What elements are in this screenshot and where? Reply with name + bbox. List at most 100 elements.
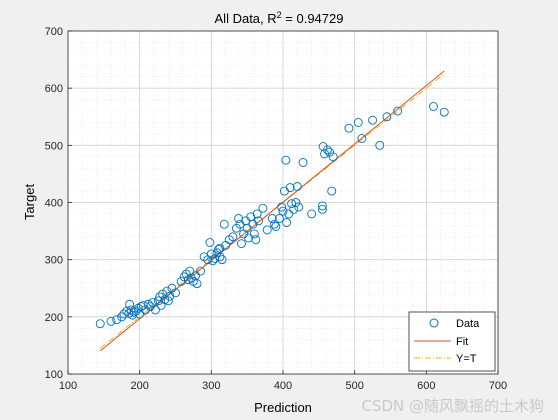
data-point	[281, 155, 291, 165]
x-axis-label: Prediction	[254, 400, 312, 415]
data-point	[228, 232, 238, 242]
data-point	[138, 300, 148, 310]
y-tick-label: 700	[45, 26, 63, 38]
legend: Data Fit Y=T	[408, 311, 496, 372]
data-point	[215, 243, 225, 253]
data-point	[429, 102, 438, 111]
title-superscript: 2	[277, 10, 282, 20]
data-point	[327, 186, 337, 196]
data-point	[291, 198, 301, 207]
data-point	[322, 145, 332, 155]
data-point	[298, 158, 308, 167]
data-point	[282, 218, 292, 227]
data-point	[106, 316, 116, 326]
data-point	[126, 305, 136, 315]
x-tick-label: 400	[274, 380, 292, 392]
data-point	[393, 106, 403, 116]
x-tick-label: 700	[489, 380, 507, 392]
data-point	[219, 219, 229, 229]
data-point	[285, 183, 295, 193]
data-point	[439, 107, 449, 117]
data-point	[254, 216, 264, 226]
y-tick-label: 300	[45, 255, 63, 267]
y-tick-label: 100	[45, 369, 63, 381]
data-point	[125, 299, 135, 309]
data-point	[262, 225, 272, 235]
x-tick-label: 200	[130, 380, 148, 392]
legend-yt-label: Y=T	[456, 353, 477, 365]
data-point	[171, 288, 180, 298]
data-point	[357, 134, 367, 143]
data-point	[353, 118, 363, 127]
data-point	[155, 292, 165, 302]
data-point	[210, 254, 220, 263]
grid	[68, 31, 498, 374]
data-point	[287, 199, 297, 209]
legend-data-marker	[429, 318, 439, 328]
data-point	[368, 115, 378, 125]
data-point	[236, 239, 246, 249]
data-point	[307, 209, 317, 219]
x-tick-label: 100	[59, 380, 77, 392]
data-point	[117, 312, 127, 322]
data-point	[183, 275, 193, 285]
y-tick-label: 500	[45, 140, 63, 152]
data-point	[176, 276, 186, 286]
data-point	[328, 152, 338, 162]
data-point	[277, 202, 287, 212]
data-point	[196, 266, 206, 276]
data-point	[215, 252, 225, 262]
data-point	[267, 214, 277, 223]
data-point	[278, 206, 288, 216]
data-point	[249, 229, 259, 239]
data-point	[217, 255, 227, 265]
data-point	[140, 305, 150, 315]
data-point	[274, 214, 284, 223]
x-ticks: 100 200 300 400 500 600 700	[59, 370, 507, 392]
data-point	[192, 279, 202, 289]
chart-title: All Data, R2 = 0.94729	[215, 10, 344, 26]
data-point	[153, 296, 163, 306]
data-point	[271, 222, 281, 231]
x-tick-label: 500	[345, 380, 363, 392]
data-point	[119, 309, 129, 319]
data-point	[208, 256, 218, 266]
data-point	[251, 235, 261, 245]
data-point	[252, 209, 262, 219]
data-point	[382, 112, 392, 122]
y-ticks: 100 200 300 400 500 600 700	[45, 26, 72, 381]
data-point	[162, 286, 172, 296]
data-point	[133, 303, 143, 313]
x-tick-label: 300	[202, 380, 220, 392]
data-points	[95, 102, 449, 329]
watermark: CSDN @随风飘摇的土木狗	[361, 397, 544, 415]
title-suffix: = 0.94729	[282, 11, 344, 26]
data-point	[289, 204, 299, 214]
legend-fit-label: Fit	[456, 336, 468, 348]
data-point	[344, 123, 354, 133]
data-point	[294, 202, 304, 212]
data-point	[375, 140, 385, 150]
data-point	[269, 219, 279, 229]
data-point	[160, 295, 170, 305]
title-prefix: All Data, R	[215, 11, 277, 26]
legend-data-label: Data	[456, 318, 480, 330]
data-point	[258, 203, 268, 213]
data-point	[292, 182, 302, 191]
y-tick-label: 200	[45, 312, 63, 324]
data-point	[185, 266, 195, 276]
data-point	[95, 319, 105, 329]
data-point	[317, 204, 327, 214]
data-point	[317, 201, 327, 211]
data-point	[143, 299, 153, 309]
data-point	[148, 298, 158, 307]
y-tick-label: 600	[45, 83, 63, 95]
y-axis-label: Target	[22, 184, 37, 221]
data-point	[150, 305, 160, 315]
data-point	[163, 296, 173, 306]
data-point	[284, 209, 294, 219]
x-tick-label: 600	[417, 380, 435, 392]
data-point	[112, 315, 122, 325]
y-tick-label: 400	[45, 198, 63, 210]
